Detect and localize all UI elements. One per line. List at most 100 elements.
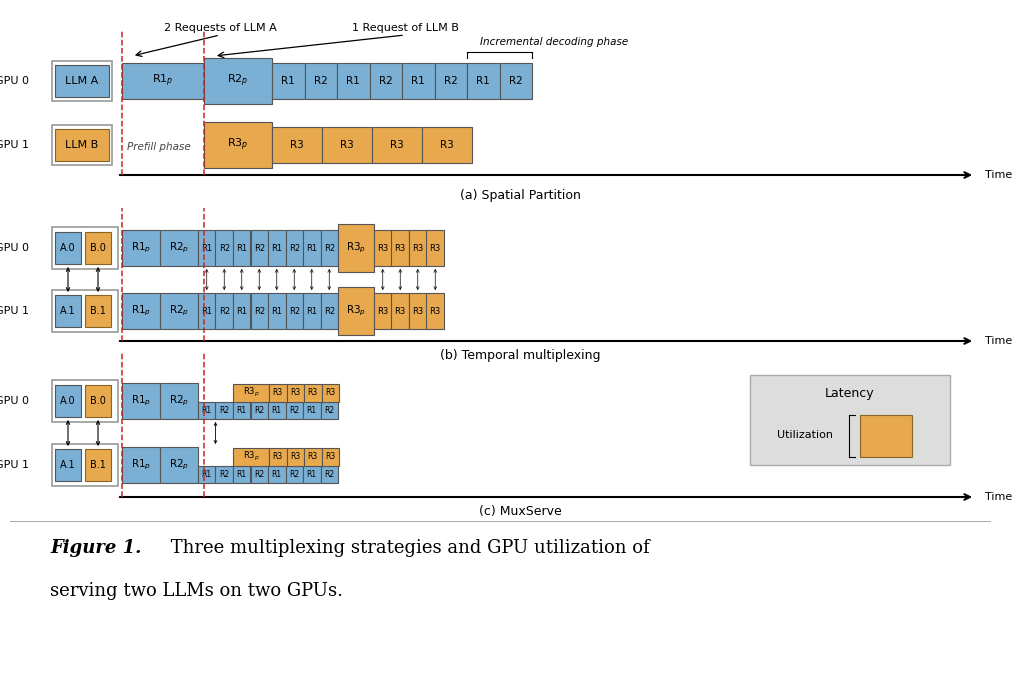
Bar xyxy=(409,230,427,266)
Text: R3: R3 xyxy=(326,388,336,398)
Text: R3: R3 xyxy=(307,388,317,398)
Text: R1: R1 xyxy=(201,244,212,253)
Text: R2: R2 xyxy=(509,76,522,86)
Bar xyxy=(160,230,198,266)
Bar xyxy=(55,449,81,481)
Text: GPU 1: GPU 1 xyxy=(0,140,29,150)
Bar xyxy=(215,466,233,483)
Text: R1: R1 xyxy=(412,76,425,86)
Text: Utilization: Utilization xyxy=(777,430,833,440)
Text: R3$_p$: R3$_p$ xyxy=(243,450,259,463)
Text: R2$_p$: R2$_p$ xyxy=(169,458,189,472)
Bar xyxy=(286,230,303,266)
Text: R1: R1 xyxy=(237,244,248,253)
Bar xyxy=(427,230,444,266)
Text: R2: R2 xyxy=(289,470,299,479)
Text: R2: R2 xyxy=(379,76,392,86)
Text: R2: R2 xyxy=(325,406,334,415)
Text: R3: R3 xyxy=(430,307,441,316)
Bar xyxy=(272,63,304,99)
Bar xyxy=(303,230,321,266)
Bar xyxy=(55,129,109,161)
Text: R2$_p$: R2$_p$ xyxy=(169,394,189,408)
Bar xyxy=(286,466,303,483)
Text: R3$_p$: R3$_p$ xyxy=(346,304,367,318)
Text: R2: R2 xyxy=(254,307,265,316)
Bar xyxy=(287,448,304,466)
Text: R3: R3 xyxy=(340,140,354,150)
Bar xyxy=(198,230,215,266)
Bar xyxy=(233,448,269,466)
Bar xyxy=(251,293,268,329)
Text: Time: Time xyxy=(985,492,1013,502)
Bar xyxy=(251,230,268,266)
Bar xyxy=(55,232,81,264)
Text: (c) MuxServe: (c) MuxServe xyxy=(478,505,561,518)
Text: R3: R3 xyxy=(394,244,406,253)
Bar xyxy=(85,449,111,481)
Bar xyxy=(198,466,215,483)
Text: R1$_p$: R1$_p$ xyxy=(131,458,152,472)
Bar xyxy=(268,293,286,329)
Text: Time: Time xyxy=(985,336,1013,346)
Bar xyxy=(391,230,409,266)
Text: A.0: A.0 xyxy=(60,243,76,253)
Text: LLM B: LLM B xyxy=(66,140,98,150)
Text: R3: R3 xyxy=(430,244,441,253)
Bar xyxy=(860,415,912,457)
Text: GPU 0: GPU 0 xyxy=(0,243,29,253)
Text: (b) Temporal multiplexing: (b) Temporal multiplexing xyxy=(439,350,600,363)
Text: R1: R1 xyxy=(237,406,247,415)
Text: R1: R1 xyxy=(282,76,295,86)
Bar xyxy=(233,293,251,329)
Bar xyxy=(409,293,427,329)
Text: R1: R1 xyxy=(306,244,317,253)
Bar xyxy=(321,293,338,329)
Bar xyxy=(55,385,81,417)
Text: R1$_p$: R1$_p$ xyxy=(131,394,152,408)
Text: 1 Request of LLM B: 1 Request of LLM B xyxy=(351,23,459,33)
Text: R2$_p$: R2$_p$ xyxy=(169,241,189,255)
Bar xyxy=(233,384,269,402)
Text: B.0: B.0 xyxy=(90,243,105,253)
Bar xyxy=(370,63,402,99)
Bar xyxy=(160,383,198,419)
Bar xyxy=(268,230,286,266)
Bar xyxy=(55,295,81,327)
Bar xyxy=(215,402,233,419)
Text: R1: R1 xyxy=(476,76,490,86)
Bar xyxy=(303,466,321,483)
Text: R1: R1 xyxy=(306,406,316,415)
Bar xyxy=(321,230,338,266)
Bar xyxy=(55,65,109,97)
Bar xyxy=(251,466,268,483)
Bar xyxy=(337,63,370,99)
Text: R3: R3 xyxy=(290,140,304,150)
Bar xyxy=(233,402,251,419)
Bar xyxy=(268,466,286,483)
Text: (a) Spatial Partition: (a) Spatial Partition xyxy=(460,189,581,201)
Text: R3: R3 xyxy=(272,452,283,461)
Text: R1: R1 xyxy=(202,406,212,415)
Text: R1: R1 xyxy=(271,470,282,479)
Bar xyxy=(322,127,372,163)
Bar xyxy=(52,61,112,101)
Text: R3: R3 xyxy=(412,307,423,316)
Text: R1: R1 xyxy=(306,307,317,316)
Bar xyxy=(198,293,215,329)
Text: R2: R2 xyxy=(219,244,229,253)
Text: R1: R1 xyxy=(237,470,247,479)
Bar xyxy=(204,58,272,104)
Text: R3: R3 xyxy=(326,452,336,461)
Text: R3: R3 xyxy=(412,244,423,253)
Bar xyxy=(160,447,198,483)
Text: R1: R1 xyxy=(237,307,248,316)
Bar xyxy=(427,293,444,329)
Bar xyxy=(422,127,472,163)
Text: R2$_p$: R2$_p$ xyxy=(227,73,249,89)
Bar xyxy=(374,293,391,329)
Bar xyxy=(204,122,272,168)
Text: A.1: A.1 xyxy=(60,460,76,470)
Bar xyxy=(122,383,160,419)
Bar xyxy=(322,384,339,402)
